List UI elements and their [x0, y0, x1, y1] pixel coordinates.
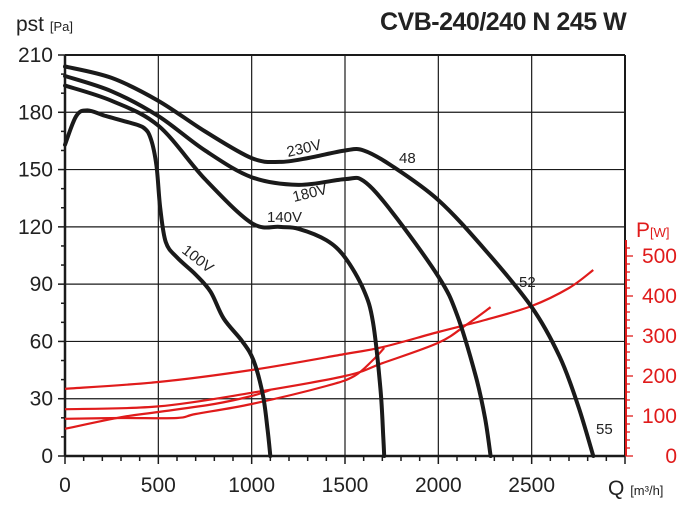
pressure-curve-230v: [63, 64, 596, 458]
power-curve-100v: [64, 388, 271, 430]
x-tick-label: 2000: [415, 474, 462, 497]
x-tick-label: 500: [141, 474, 176, 497]
y2-tick-label: 100: [642, 405, 677, 428]
y-tick-label: 30: [30, 388, 53, 411]
chart-title: CVB-240/240 N 245 W: [380, 8, 627, 36]
pressure-curve-180v: [63, 74, 493, 458]
y-tick-label: 210: [18, 44, 53, 67]
x-tick-label: 2500: [508, 474, 555, 497]
pressure-curve-140v: [63, 83, 387, 458]
power-curve-140v: [64, 347, 386, 420]
y2-tick-label: 400: [642, 285, 677, 308]
x-axis-label: Q [m³/h]: [608, 477, 663, 500]
y-axis-label: pst [Pa]: [16, 13, 73, 36]
x-tick-label: 0: [59, 474, 71, 497]
y2-tick-label: 0: [665, 445, 677, 468]
y-tick-label: 0: [41, 445, 53, 468]
annotation-48: 48: [399, 150, 416, 167]
power-curve-180v: [64, 306, 492, 411]
y-tick-label: 60: [30, 330, 53, 353]
y2-tick-label: 200: [642, 365, 677, 388]
y2-axis-label: P[W]: [636, 219, 670, 242]
annotation-140v: 140V: [267, 209, 302, 226]
annotation-55: 55: [596, 421, 613, 438]
annotation-100v: 100V: [179, 242, 217, 277]
power-curve-230v: [64, 269, 594, 390]
annotation-52: 52: [519, 274, 536, 291]
y-tick-label: 150: [18, 159, 53, 182]
y2-tick-label: 500: [642, 245, 677, 268]
y-tick-label: 180: [18, 101, 53, 124]
x-tick-label: 1000: [228, 474, 275, 497]
y-tick-label: 90: [30, 273, 53, 296]
y-tick-label: 120: [18, 216, 53, 239]
y2-tick-label: 300: [642, 325, 677, 348]
x-tick-label: 1500: [322, 474, 369, 497]
pressure-curve-100v: [63, 108, 273, 458]
